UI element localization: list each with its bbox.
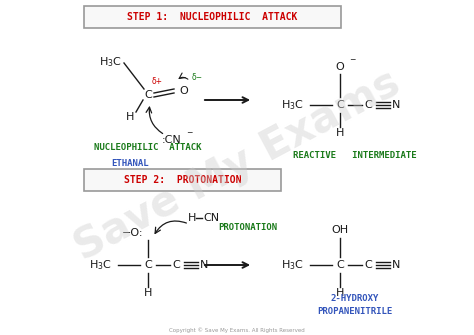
Text: PROTONATION: PROTONATION	[218, 223, 277, 232]
Text: O: O	[180, 86, 188, 96]
Text: Save My Exams: Save My Exams	[67, 61, 407, 269]
Text: STEP 1:  NUCLEOPHILIC  ATTACK: STEP 1: NUCLEOPHILIC ATTACK	[128, 12, 298, 22]
Text: C: C	[144, 90, 152, 100]
Text: H: H	[126, 112, 134, 122]
Text: Copyright © Save My Exams. All Rights Reserved: Copyright © Save My Exams. All Rights Re…	[169, 327, 305, 333]
Text: δ+: δ+	[152, 76, 163, 85]
Text: STEP 2:  PROTONATION: STEP 2: PROTONATION	[124, 175, 241, 185]
Text: −O:: −O:	[121, 228, 143, 238]
Text: H: H	[336, 128, 344, 138]
Text: −: −	[186, 129, 192, 137]
Text: O: O	[336, 62, 345, 72]
Text: ETHANAL: ETHANAL	[111, 158, 149, 168]
Text: C: C	[364, 260, 372, 270]
Text: H: H	[188, 213, 196, 223]
Text: C: C	[172, 260, 180, 270]
Text: N: N	[392, 100, 400, 110]
FancyBboxPatch shape	[84, 169, 281, 191]
Text: H$_3$C: H$_3$C	[99, 55, 121, 69]
Text: C: C	[336, 260, 344, 270]
Text: C: C	[364, 100, 372, 110]
Text: C: C	[144, 260, 152, 270]
Text: NUCLEOPHILIC  ATTACK: NUCLEOPHILIC ATTACK	[94, 143, 202, 152]
Text: 2-HYDROXY
PROPANENITRILE: 2-HYDROXY PROPANENITRILE	[318, 294, 392, 316]
Text: OH: OH	[331, 225, 348, 235]
Text: REACTIVE   INTERMEDIATE: REACTIVE INTERMEDIATE	[293, 150, 417, 159]
Text: H: H	[336, 288, 344, 298]
Text: C: C	[336, 100, 344, 110]
Text: :CN: :CN	[162, 135, 182, 145]
Text: −: −	[349, 56, 356, 65]
Text: CN: CN	[203, 213, 219, 223]
Text: δ−: δ−	[192, 72, 203, 81]
Text: H$_3$C: H$_3$C	[281, 98, 303, 112]
Text: H$_3$C: H$_3$C	[89, 258, 111, 272]
Text: N: N	[200, 260, 208, 270]
Text: H$_3$C: H$_3$C	[281, 258, 303, 272]
Text: N: N	[392, 260, 400, 270]
Text: H: H	[144, 288, 152, 298]
FancyBboxPatch shape	[84, 6, 341, 28]
